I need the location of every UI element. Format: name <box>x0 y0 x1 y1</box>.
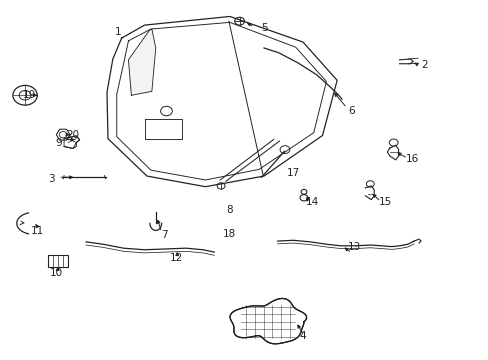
Text: 16: 16 <box>405 154 419 164</box>
Text: 4: 4 <box>299 332 305 341</box>
Polygon shape <box>64 136 80 148</box>
Text: 15: 15 <box>379 198 392 207</box>
Text: 14: 14 <box>305 197 319 207</box>
Text: 12: 12 <box>169 253 183 263</box>
Text: 3: 3 <box>48 174 55 184</box>
Polygon shape <box>128 29 156 95</box>
Text: 11: 11 <box>31 226 44 236</box>
Text: 5: 5 <box>260 23 267 33</box>
Text: 1: 1 <box>114 27 121 37</box>
Text: 9: 9 <box>55 138 61 148</box>
Polygon shape <box>229 298 306 344</box>
Text: 10: 10 <box>50 267 63 278</box>
Text: 17: 17 <box>286 168 299 178</box>
Text: 6: 6 <box>348 106 354 116</box>
Text: 7: 7 <box>161 230 167 240</box>
Text: 13: 13 <box>347 242 360 252</box>
Text: 18: 18 <box>223 229 236 239</box>
Text: 2: 2 <box>421 59 427 69</box>
Text: 20: 20 <box>66 130 79 140</box>
Text: 19: 19 <box>22 90 36 100</box>
Text: 8: 8 <box>226 205 233 215</box>
